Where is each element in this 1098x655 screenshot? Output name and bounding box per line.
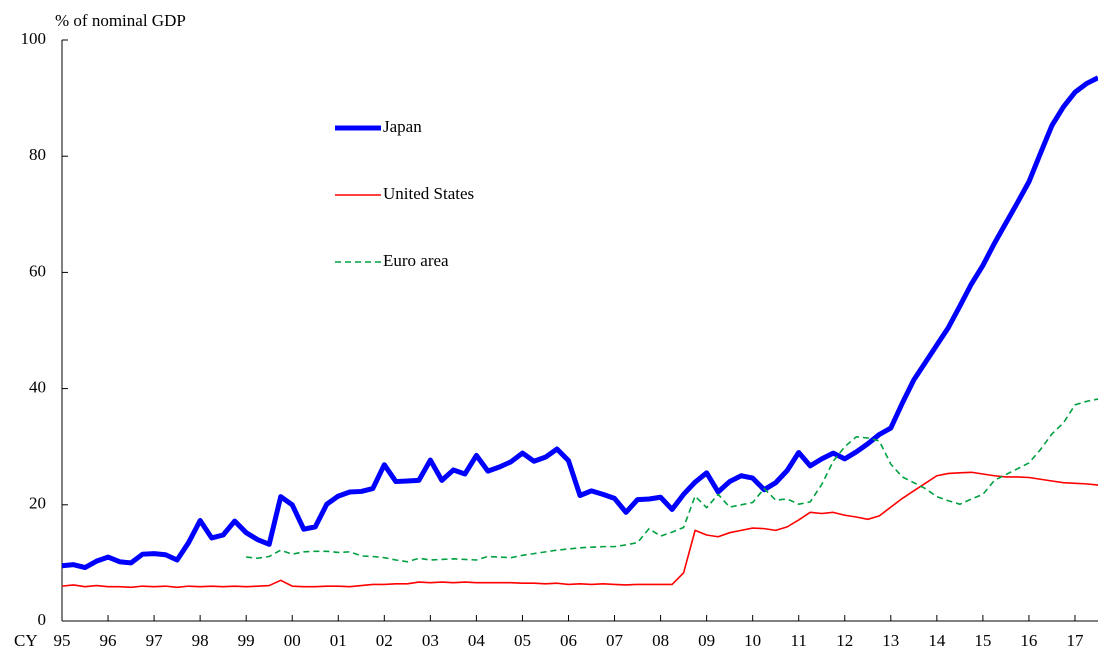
x-tick-label: 16 [1020, 631, 1037, 650]
x-tick-label: 02 [376, 631, 393, 650]
y-tick-label: 100 [21, 29, 47, 48]
y-tick-label: 80 [29, 145, 46, 164]
legend-label: Euro area [383, 251, 449, 270]
x-tick-label: 97 [146, 631, 164, 650]
x-tick-label: 12 [836, 631, 853, 650]
x-tick-label: 06 [560, 631, 577, 650]
x-axis-label: CY [14, 631, 38, 650]
legend-label: United States [383, 184, 474, 203]
x-tick-label: 05 [514, 631, 531, 650]
x-tick-label: 04 [468, 631, 486, 650]
x-tick-label: 03 [422, 631, 439, 650]
x-tick-label: 95 [54, 631, 71, 650]
series-line [62, 75, 1098, 571]
x-tick-label: 99 [238, 631, 255, 650]
series-line [62, 471, 1098, 589]
x-tick-label: 09 [698, 631, 715, 650]
series-line [246, 398, 1098, 563]
x-tick-label: 00 [284, 631, 301, 650]
x-tick-label: 01 [330, 631, 347, 650]
x-tick-label: 98 [192, 631, 209, 650]
legend-label: Japan [383, 117, 422, 136]
y-tick-label: 20 [29, 494, 46, 513]
x-tick-label: 17 [1066, 631, 1084, 650]
y-tick-label: 0 [38, 610, 47, 629]
x-tick-label: 15 [974, 631, 991, 650]
x-tick-label: 10 [744, 631, 761, 650]
x-tick-label: 07 [606, 631, 624, 650]
x-tick-label: 14 [928, 631, 946, 650]
x-tick-label: 13 [882, 631, 899, 650]
x-tick-label: 96 [100, 631, 117, 650]
y-tick-label: 60 [29, 261, 46, 280]
y-tick-label: 40 [29, 378, 46, 397]
y-axis-label: % of nominal GDP [55, 11, 186, 30]
x-tick-label: 11 [791, 631, 807, 650]
x-tick-label: 08 [652, 631, 669, 650]
